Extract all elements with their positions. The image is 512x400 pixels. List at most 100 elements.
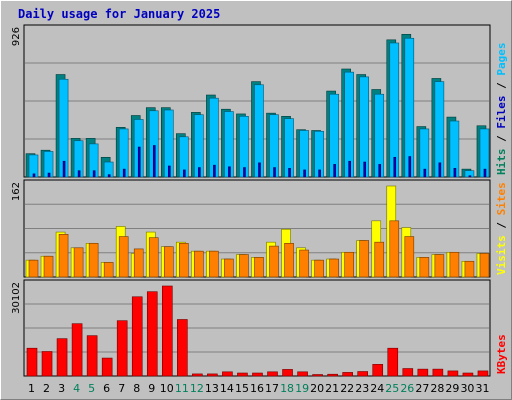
sites-bar xyxy=(163,246,174,278)
kbytes-bar xyxy=(116,320,128,377)
legend-files: Files xyxy=(495,96,508,129)
x-tick-label: 15 xyxy=(235,382,249,395)
kbytes-bar xyxy=(86,335,98,377)
x-tick-label: 6 xyxy=(103,382,110,395)
pages-bar xyxy=(183,169,186,178)
pages-bar xyxy=(32,173,36,178)
x-tick-label: 4 xyxy=(73,382,80,395)
kbytes-bar xyxy=(177,319,188,377)
pages-bar xyxy=(423,168,427,178)
x-tick-label: 25 xyxy=(385,382,399,395)
kbytes-bar xyxy=(462,372,474,377)
x-tick-label: 17 xyxy=(265,382,279,395)
y-max-label: 926 xyxy=(11,27,22,46)
x-tick-label: 5 xyxy=(88,382,95,395)
pages-bar xyxy=(483,168,487,178)
sites-bar xyxy=(419,257,430,278)
kbytes-bar xyxy=(26,347,38,377)
pages-bar xyxy=(243,167,246,178)
pages-bar xyxy=(393,156,397,178)
files-bar xyxy=(389,42,400,178)
sites-bar xyxy=(329,258,339,278)
sites-bar xyxy=(239,254,249,278)
sites-bar xyxy=(269,245,279,278)
x-tick-label: 18 xyxy=(280,382,294,395)
kbytes-bar xyxy=(417,368,429,377)
x-tick-label: 23 xyxy=(355,382,369,395)
legend-pages: Pages xyxy=(495,43,508,76)
kbytes-bar xyxy=(146,291,158,377)
pages-bar xyxy=(167,165,171,178)
sites-bar xyxy=(299,249,309,278)
sites-bar xyxy=(88,242,99,278)
pages-bar xyxy=(288,168,291,178)
x-tick-label: 22 xyxy=(340,382,354,395)
kbytes-bar xyxy=(342,372,353,377)
legend-separator: / xyxy=(495,76,508,96)
sites-bar xyxy=(58,234,69,278)
x-tick-label: 12 xyxy=(190,382,204,395)
pages-bar xyxy=(408,156,412,178)
pages-bar xyxy=(333,164,336,178)
sites-bar xyxy=(118,236,129,278)
sites-bar xyxy=(284,242,294,278)
x-tick-label: 2 xyxy=(43,382,50,395)
pages-bar xyxy=(62,160,66,178)
kbytes-bar xyxy=(432,368,444,377)
kbytes-bar xyxy=(402,368,414,377)
sites-bar xyxy=(389,220,400,278)
kbytes-bar xyxy=(312,374,323,377)
pages-bar xyxy=(378,164,382,178)
x-tick-label: 14 xyxy=(220,382,234,395)
sites-bar xyxy=(73,247,84,278)
kbytes-bar xyxy=(447,370,459,377)
kbytes-bar xyxy=(161,285,173,377)
sites-bar xyxy=(344,251,354,278)
pages-bar xyxy=(77,170,81,178)
kbytes-bar xyxy=(41,351,53,377)
pages-bar xyxy=(228,166,231,178)
sites-bar xyxy=(404,236,415,278)
y-max-label: 30102 xyxy=(11,282,22,314)
pages-bar xyxy=(213,164,216,178)
kbytes-bar xyxy=(252,372,263,377)
kbytes-bar xyxy=(207,373,218,377)
pages-bar xyxy=(303,169,306,178)
kbytes-bar xyxy=(387,347,399,377)
pages-bar xyxy=(152,145,156,178)
legend-visits-sites: Visits / Sites xyxy=(495,182,508,275)
kbytes-bar xyxy=(237,372,248,377)
sites-bar xyxy=(209,250,219,278)
x-tick-label: 3 xyxy=(58,382,65,395)
kbytes-bar xyxy=(267,371,278,377)
sites-bar xyxy=(479,253,490,278)
pages-bar xyxy=(453,168,457,178)
sites-bar xyxy=(314,259,324,278)
x-tick-label: 19 xyxy=(295,382,309,395)
sites-bar xyxy=(434,254,445,278)
pages-bar xyxy=(318,169,321,178)
x-tick-label: 20 xyxy=(310,382,324,395)
sites-bar xyxy=(179,242,189,278)
x-tick-label: 7 xyxy=(118,382,125,395)
sites-bar xyxy=(133,248,144,278)
x-tick-label: 21 xyxy=(325,382,339,395)
x-tick-label: 28 xyxy=(430,382,444,395)
x-tick-label: 31 xyxy=(475,382,489,395)
sites-bar xyxy=(254,257,264,278)
legend-visits: Visits xyxy=(495,235,508,275)
pages-bar xyxy=(258,162,261,178)
pages-bar xyxy=(107,174,111,178)
x-tick-label: 1 xyxy=(28,382,35,395)
kbytes-bar xyxy=(282,369,293,377)
legend-hits-files-pages: Hits / Files / Pages xyxy=(495,43,508,176)
sites-bar xyxy=(374,241,385,278)
sites-bar xyxy=(148,237,159,278)
legend-kbytes: KBytes xyxy=(495,334,508,374)
sites-bar xyxy=(449,251,460,278)
x-tick-label: 13 xyxy=(205,382,219,395)
pages-bar xyxy=(273,167,276,178)
legend-separator: / xyxy=(495,129,508,149)
x-tick-label: 8 xyxy=(133,382,140,395)
kbytes-bar xyxy=(372,364,384,377)
